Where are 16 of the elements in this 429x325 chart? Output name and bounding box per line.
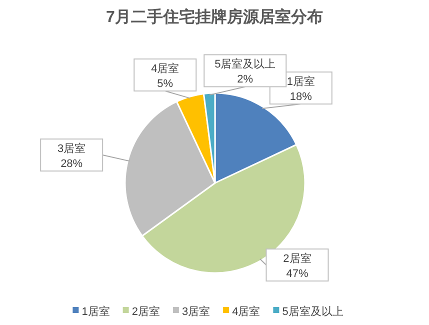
slice-label: 1居室 [286, 75, 315, 88]
slice-label: 3居室 [58, 142, 86, 156]
legend-label: 5居室及以上 [282, 305, 344, 318]
data-label: 47% [286, 268, 308, 280]
data-label: 28% [60, 158, 83, 170]
data-label: 2% [237, 74, 254, 86]
slice-label: 5居室及以上 [214, 58, 276, 71]
slice-label: 2居室 [283, 252, 312, 265]
legend-label: 4居室 [232, 305, 260, 318]
chart-title: 7月二手住宅挂牌房源居室分布 [106, 7, 323, 26]
data-label: 18% [290, 91, 312, 104]
legend-label: 1居室 [82, 305, 110, 318]
slice-label: 4居室 [151, 62, 180, 75]
legend-label: 3居室 [182, 305, 210, 318]
data-label: 5% [157, 78, 174, 90]
legend-label: 2居室 [132, 305, 160, 318]
